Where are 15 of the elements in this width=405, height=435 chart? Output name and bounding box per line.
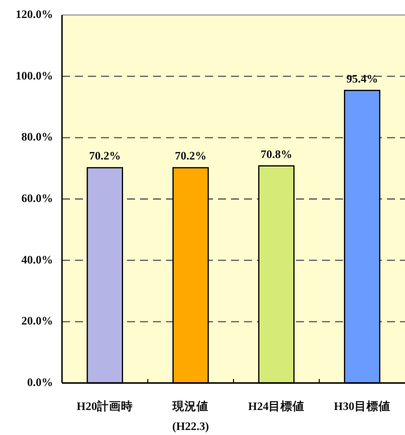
y-tick-label: 20.0% <box>21 316 53 328</box>
data-label: 70.2% <box>174 150 206 163</box>
y-tick-label: 80.0% <box>21 132 53 144</box>
data-label: 70.8% <box>260 148 292 161</box>
y-tick-label: 0.0% <box>27 377 53 389</box>
y-tick-label: 100.0% <box>16 70 53 82</box>
x-tick-label: H30目標値 <box>334 399 390 413</box>
data-label: 70.2% <box>89 150 121 163</box>
x-tick-label: 現況値 (H22.3) <box>172 400 210 433</box>
y-tick-label: 40.0% <box>21 254 53 266</box>
x-tick-label: H24目標値 <box>248 399 305 413</box>
data-label: 95.4% <box>346 73 378 86</box>
x-tick-label: H20計画時 <box>76 399 134 413</box>
y-tick-label: 60.0% <box>21 193 53 205</box>
y-tick-label: 120.0% <box>16 9 53 21</box>
